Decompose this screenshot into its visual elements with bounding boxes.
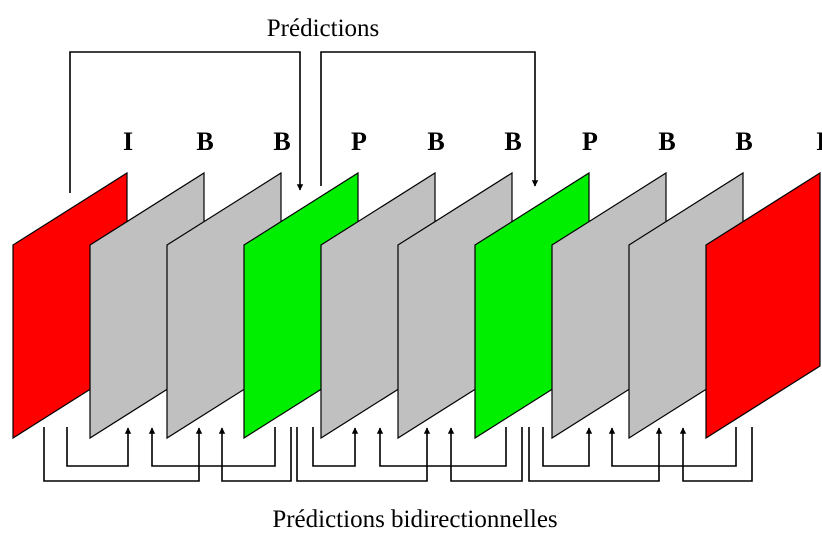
bidir-arrow — [528, 427, 663, 482]
bidir-arrow — [218, 427, 292, 482]
frame-i-10 — [705, 171, 821, 440]
frame-label-9: B — [735, 127, 752, 156]
frame-label-6: B — [504, 127, 521, 156]
bidir-arrow — [312, 427, 359, 467]
bidirectional-predictions-label: Prédictions bidirectionnelles — [272, 506, 557, 533]
frame-label-4: P — [351, 127, 367, 156]
forward-prediction-lines — [69, 51, 539, 193]
bidir-arrow — [66, 427, 132, 467]
bidir-arrow — [447, 427, 523, 482]
frame-label-1: I — [123, 127, 133, 156]
bidir-arrow — [296, 427, 431, 482]
frames — [12, 171, 821, 440]
bidir-arrow — [679, 427, 753, 482]
bidirectional-prediction-lines — [43, 427, 753, 482]
prediction-arrow-p-to-p — [320, 51, 539, 187]
bidir-arrow — [608, 427, 737, 467]
frame-label-3: B — [273, 127, 290, 156]
frame-label-10: I — [816, 127, 822, 156]
frame-label-5: B — [427, 127, 444, 156]
frame-label-7: P — [582, 127, 598, 156]
bidir-arrow — [542, 427, 593, 467]
bidir-arrow — [43, 427, 203, 482]
predictions-label: Prédictions — [267, 15, 380, 42]
bidir-arrow — [376, 427, 507, 467]
prediction-arrow-i-to-p — [69, 51, 304, 193]
frame-label-2: B — [196, 127, 213, 156]
bidir-arrow — [148, 427, 276, 467]
frame-label-8: B — [658, 127, 675, 156]
